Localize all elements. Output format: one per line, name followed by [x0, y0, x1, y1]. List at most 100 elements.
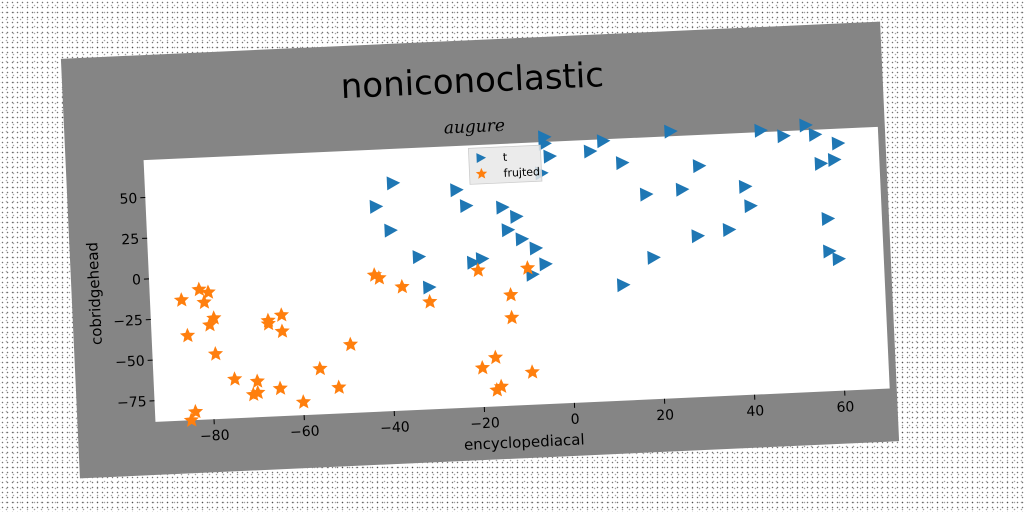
orange-star-point	[245, 386, 262, 402]
legend-label: frujted	[503, 165, 540, 180]
orange-star-point	[173, 292, 190, 307]
orange-star-point	[183, 412, 199, 427]
blue-triangle-point	[808, 127, 823, 142]
orange-star-point	[249, 373, 265, 389]
blue-triangle-point	[615, 156, 630, 171]
orange-star-point	[493, 378, 509, 394]
orange-star-point	[196, 294, 212, 310]
blue-triangle-point	[496, 200, 510, 215]
blue-triangle-point	[832, 252, 847, 267]
legend-box	[467, 144, 543, 185]
orange-star-point	[487, 349, 504, 365]
x-tick-label: 40	[746, 403, 765, 420]
orange-star-point	[519, 260, 536, 275]
blue-triangle-point	[722, 222, 737, 237]
chart-figure: noniconoclastic augure −80 −60 −40 −20 0 20 40…	[60, 21, 900, 479]
blue-triangle-point	[821, 211, 836, 226]
orange-star-point	[227, 371, 243, 386]
blue-triangle-point	[814, 156, 829, 171]
orange-star-point	[331, 379, 347, 395]
orange-star-point	[474, 359, 491, 375]
orange-star-point	[274, 323, 290, 339]
legend-label: t	[503, 151, 509, 164]
blue-triangle-point	[754, 123, 768, 138]
y-tick-label: −50	[115, 353, 145, 370]
orange-star-point	[187, 403, 204, 419]
orange-star-point	[422, 293, 438, 309]
blue-triangle-point	[583, 144, 598, 159]
blue-triangle-point	[691, 229, 706, 244]
blue-triangle-point	[459, 199, 474, 214]
blue-triangle-point	[538, 130, 552, 145]
x-tick-label: 0	[570, 412, 580, 428]
orange-star-point	[273, 307, 290, 322]
orange-star-point	[470, 262, 486, 278]
blue-triangle-point	[738, 179, 753, 194]
blue-triangle-point	[596, 134, 611, 149]
orange-star-point	[191, 281, 207, 297]
blue-triangle-point	[639, 187, 654, 202]
x-tick-label: −80	[200, 428, 230, 445]
blue-triangle-point	[369, 199, 384, 214]
orange-star-point	[503, 286, 519, 302]
orange-star-point	[504, 309, 520, 325]
y-axis-label: cobridgehead	[83, 242, 106, 346]
legend-star-icon	[475, 167, 488, 179]
x-tick-label: −40	[380, 419, 410, 436]
x-tick-label: 20	[656, 407, 675, 424]
orange-star-point	[200, 284, 216, 300]
chart-subtitle: augure	[443, 116, 505, 139]
data-marks	[173, 118, 847, 427]
y-tick-label: 25	[121, 232, 140, 249]
blue-triangle-point	[422, 280, 437, 295]
blue-triangle-point	[510, 209, 524, 224]
orange-star-point	[272, 380, 288, 396]
blue-triangle-point	[501, 223, 516, 238]
blue-triangle-point	[692, 159, 707, 174]
orange-star-point	[295, 394, 312, 409]
orange-star-point	[489, 382, 505, 397]
orange-star-point	[206, 310, 222, 325]
blue-triangle-point	[799, 118, 813, 133]
orange-star-point	[207, 346, 224, 361]
orange-star-point	[342, 336, 359, 352]
orange-star-point	[202, 316, 218, 332]
legend-triangle-icon	[476, 153, 487, 164]
y-tick-label: −25	[113, 313, 143, 330]
orange-star-point	[394, 278, 410, 294]
x-axis-label: encyclopediacal	[464, 430, 585, 453]
x-tick-label: −20	[470, 415, 500, 432]
chart-title: noniconoclastic	[340, 55, 605, 107]
y-tick-label: −75	[117, 394, 147, 411]
blue-triangle-point	[675, 182, 690, 197]
orange-star-point	[260, 315, 276, 331]
blue-triangle-point	[384, 223, 398, 238]
blue-triangle-point	[777, 129, 791, 144]
blue-triangle-point	[543, 149, 557, 164]
orange-star-point	[371, 270, 387, 285]
blue-triangle-point	[529, 241, 544, 256]
blue-triangle-point	[664, 124, 678, 139]
x-tick-label: 60	[836, 399, 855, 416]
orange-star-point	[179, 327, 196, 343]
blue-triangle-point	[386, 176, 401, 191]
y-tick-label: 50	[119, 191, 138, 208]
blue-triangle-point	[616, 278, 631, 293]
plot-area	[143, 126, 890, 422]
blue-triangle-point	[515, 232, 530, 247]
blue-triangle-point	[827, 153, 842, 168]
blue-triangle-point	[744, 199, 758, 214]
blue-triangle-point	[412, 250, 427, 265]
scatter-plot: noniconoclastic augure −80 −60 −40 −20 0 20 40…	[83, 55, 890, 454]
blue-triangle-point	[647, 250, 661, 265]
blue-triangle-point	[831, 136, 846, 151]
blue-triangle-point	[450, 183, 464, 198]
orange-star-point	[524, 364, 540, 379]
blue-triangle-point	[539, 257, 553, 272]
x-tick-label: −60	[290, 423, 320, 440]
y-tick-label: 0	[132, 272, 142, 288]
orange-star-point	[312, 360, 328, 376]
blue-triangle-point	[466, 255, 481, 270]
axes: −80 −60 −40 −20 0 20 40 60 −75 −50 −25 0 25 50	[113, 191, 855, 445]
